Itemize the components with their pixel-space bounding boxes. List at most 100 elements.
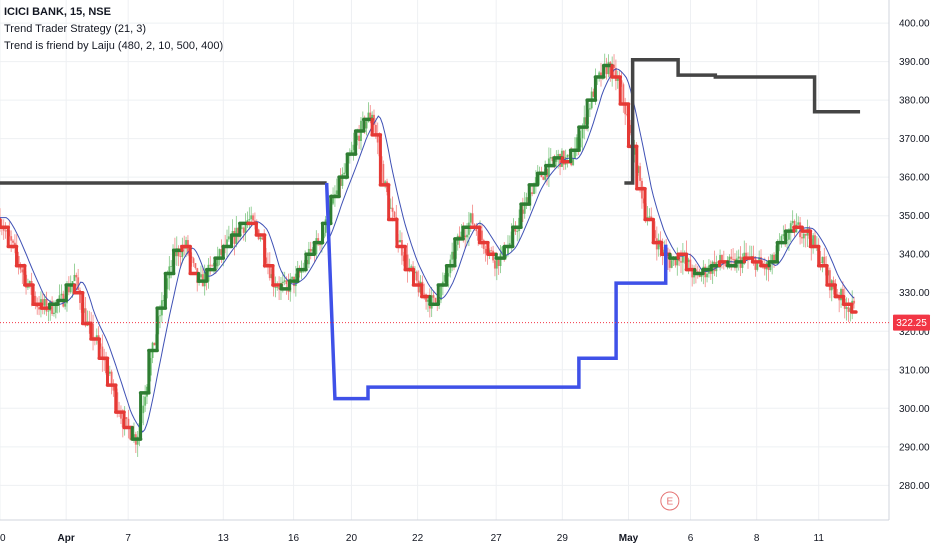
candle-body	[737, 256, 740, 259]
candle-body	[159, 315, 162, 317]
candle-body	[45, 298, 48, 312]
y-tick-label: 350.00	[899, 211, 930, 222]
candle-body	[153, 342, 156, 346]
candle-body	[573, 148, 576, 159]
x-tick-label: May	[619, 533, 639, 544]
candle-body	[719, 255, 722, 262]
candle-body	[391, 207, 394, 212]
candle-body	[382, 164, 385, 186]
candle-body	[192, 258, 195, 264]
candle-body	[352, 144, 355, 151]
candle-body	[506, 247, 509, 255]
candle-body	[386, 181, 389, 193]
legend-indicator-trend-trader[interactable]: Trend Trader Strategy (21, 3)	[4, 23, 147, 35]
candle-body	[575, 137, 578, 149]
axes	[0, 0, 890, 521]
candle-body	[218, 249, 221, 257]
candle-body	[244, 223, 247, 233]
candle-body	[268, 264, 271, 279]
candle-body	[52, 312, 55, 314]
candle-body	[108, 371, 111, 374]
candle-body	[149, 357, 152, 376]
y-tick-label: 370.00	[899, 134, 930, 145]
candle-body	[144, 396, 147, 406]
candle-body	[516, 231, 519, 232]
candle-body	[242, 227, 245, 233]
candle-body	[426, 299, 429, 302]
candle-body	[555, 158, 558, 162]
candle-body	[162, 299, 165, 301]
y-tick-label: 340.00	[899, 250, 930, 261]
candle-body	[179, 256, 182, 258]
candle-body	[572, 158, 575, 166]
candle-body	[730, 256, 733, 259]
x-tick-label: Apr	[58, 533, 75, 544]
candle-body	[315, 238, 318, 255]
candle-body	[226, 239, 229, 249]
candle-body	[2, 228, 5, 231]
candle-body	[281, 281, 284, 284]
candle-body	[622, 84, 625, 103]
candle-body	[689, 259, 692, 271]
candle-body	[521, 209, 524, 214]
x-tick-label: 27	[491, 533, 503, 544]
series	[0, 57, 861, 441]
candle-body	[592, 91, 595, 97]
y-tick-label: 360.00	[899, 173, 930, 184]
candle-body	[466, 234, 469, 238]
candle-body	[534, 177, 537, 184]
candle-body	[802, 233, 805, 239]
candle-body	[605, 64, 608, 75]
candle-body	[789, 223, 792, 232]
candle-body	[67, 287, 70, 293]
lower-band-line	[324, 182, 668, 401]
candle-body	[13, 242, 16, 246]
earnings-marker-icon[interactable]	[660, 491, 680, 511]
candle-body	[800, 237, 803, 239]
candle-body	[54, 302, 57, 313]
candle-body	[840, 289, 843, 301]
candle-body	[728, 256, 731, 266]
candle-body	[780, 236, 783, 242]
x-axis-ticks: 30 Apr 7 13 16 20 22 27 29 May 6 8 11	[0, 533, 824, 544]
x-tick-label: 20	[346, 533, 358, 544]
candle-body	[298, 270, 301, 273]
current-price-badge	[893, 314, 930, 331]
candle-body	[633, 147, 636, 155]
legend-indicator-trend-friend[interactable]: Trend is friend by Laiju (480, 2, 10, 50…	[4, 40, 224, 52]
candle-body	[64, 303, 67, 307]
candle-body	[680, 261, 683, 263]
candle-body	[389, 207, 392, 209]
candle-body	[493, 260, 496, 269]
candle-body	[278, 287, 281, 290]
candle-body	[177, 248, 180, 257]
candle-body	[613, 64, 616, 68]
candle-body	[787, 231, 790, 240]
candle-body	[484, 248, 487, 254]
candle-body	[804, 233, 807, 236]
candle-body	[791, 220, 794, 224]
candle-body	[681, 254, 684, 263]
candle-body	[756, 260, 759, 270]
candle-body	[34, 295, 37, 305]
candle-body	[451, 251, 454, 260]
candle-body	[773, 254, 776, 261]
y-tick-label: 300.00	[899, 404, 930, 415]
candle-body	[579, 138, 582, 148]
candle-body	[211, 265, 214, 267]
candle-body	[110, 371, 113, 387]
candle-body	[439, 286, 442, 301]
candle-body	[358, 135, 361, 141]
candle-body	[373, 114, 376, 125]
candle-body	[745, 252, 748, 258]
markers[interactable]: E	[660, 491, 680, 511]
candle-body	[406, 254, 409, 271]
y-tick-label: 290.00	[899, 442, 930, 453]
candle-body	[668, 258, 671, 268]
candle-body	[469, 213, 472, 223]
candle-body	[252, 215, 255, 221]
candle-body	[823, 256, 826, 266]
legend-symbol[interactable]: ICICI BANK, 15, NSE	[4, 6, 111, 18]
